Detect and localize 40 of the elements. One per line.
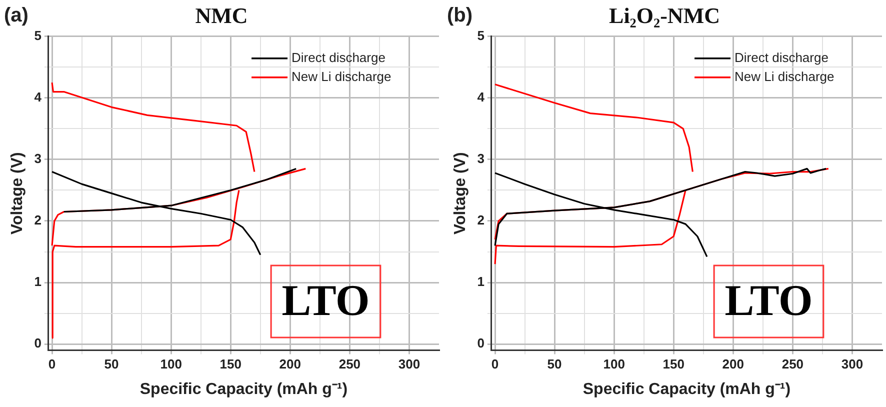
y-tick-label: 2	[34, 212, 42, 228]
x-tick-label: 200	[279, 356, 302, 372]
legend-label: New Li discharge	[734, 68, 834, 84]
x-tick-label: 50	[104, 356, 119, 372]
y-tick-label: 1	[34, 274, 42, 290]
x-tick-label: 200	[722, 356, 744, 372]
chart-title: NMC	[195, 2, 248, 28]
x-tick-label: 250	[338, 356, 361, 372]
x-tick-label: 50	[547, 356, 562, 372]
y-tick-label: 0	[34, 336, 42, 351]
x-axis-title: Specific Capacity (mAh g⁻¹)	[140, 380, 348, 398]
x-tick-label: 250	[782, 356, 804, 372]
annotation: LTO	[724, 276, 813, 325]
x-tick-label: 150	[662, 356, 684, 372]
text: (b)	[447, 4, 473, 27]
x-axis-title: Specific Capacity (mAh g⁻¹)	[582, 380, 791, 398]
x-tick-label: 150	[220, 356, 242, 372]
y-tick-label: 0	[477, 336, 484, 351]
x-tick-label: 0	[48, 356, 56, 372]
annotation: LTO	[282, 276, 370, 325]
x-tick-label: 300	[398, 356, 420, 372]
y-tick-label: 5	[477, 28, 484, 43]
y-tick-label: 3	[34, 151, 42, 166]
x-tick-label: 100	[603, 356, 625, 372]
y-tick-label: 5	[34, 28, 42, 43]
y-axis-title: Voltage (V)	[9, 152, 26, 234]
y-tick-label: 2	[477, 212, 484, 228]
x-tick-label: 0	[491, 356, 499, 372]
y-tick-label: 4	[34, 90, 42, 105]
legend-label: Direct discharge	[292, 50, 386, 65]
y-tick-label: 4	[477, 90, 486, 105]
y-tick-label: 3	[477, 151, 484, 166]
y-tick-label: 1	[477, 274, 484, 290]
chart-title: Li₂O₂-NMC	[609, 2, 720, 28]
legend-label: Direct discharge	[734, 50, 828, 65]
legend-label: New Li discharge	[292, 68, 392, 84]
x-tick-label: 300	[841, 356, 864, 372]
text: (a)	[4, 4, 28, 27]
y-axis-title: Voltage (V)	[452, 152, 470, 234]
x-tick-label: 100	[160, 356, 182, 372]
